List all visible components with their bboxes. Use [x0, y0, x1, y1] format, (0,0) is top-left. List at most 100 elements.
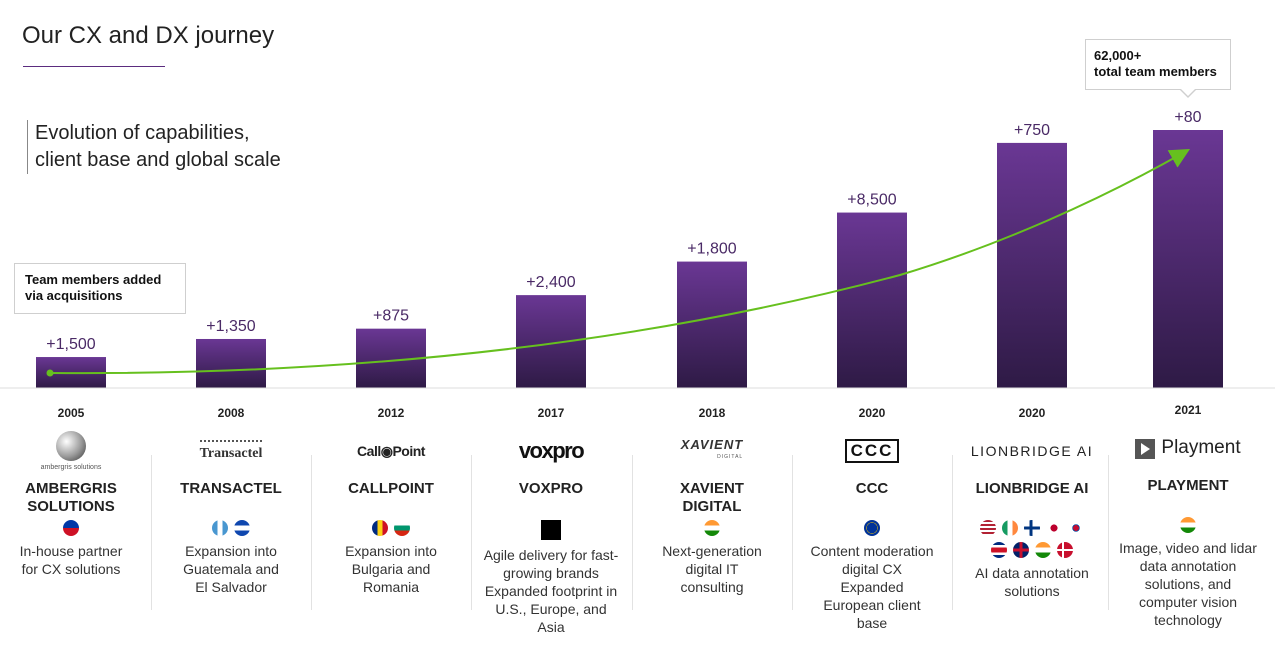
bar-2020-6: [997, 142, 1067, 388]
india-flag-icon: [704, 520, 720, 536]
acquisition-lionbridge-ai: 2020 LIONBRIDGE AI LIONBRIDGE AI AI data an…: [952, 404, 1112, 600]
acquisition-ccc: 2020 CCC CCC Content moderation digital CX Ex…: [792, 404, 952, 632]
country-flags: [1108, 517, 1268, 533]
description-line: U.S., Europe, and: [495, 601, 607, 617]
trend-start-dot: [46, 369, 54, 377]
logo-wordmark: CCC: [844, 439, 900, 463]
country-flags: [792, 520, 952, 536]
el-salvador-flag-icon: [234, 520, 250, 536]
description-line: digital IT: [685, 561, 739, 577]
acquisition-year: 2020: [1018, 406, 1046, 420]
bar-label-0: +1,500: [46, 336, 95, 353]
company-name-line-2: DIGITAL: [682, 498, 742, 515]
description-line: Romania: [362, 579, 420, 595]
acquisition-year: 2021: [1174, 403, 1202, 417]
country-flags: [151, 520, 311, 536]
bar-label-7: +80: [1174, 109, 1201, 126]
bar-2008-1: [196, 338, 266, 388]
acquisition-year: 2017: [537, 406, 565, 420]
bar-2018-4: [677, 261, 747, 388]
company-logo: Transactel: [151, 422, 311, 480]
country-flags: [0, 520, 151, 536]
title-underline: [23, 66, 165, 67]
description-line: El Salvador: [195, 579, 267, 595]
play-icon: [1135, 438, 1156, 459]
description-line: European client: [823, 597, 921, 613]
acquisition-playment: 2021 Playment PLAYMENT Image, video and lid…: [1108, 401, 1268, 629]
description-line: Expanded: [840, 579, 904, 595]
company-name-line-1: PLAYMENT: [1147, 477, 1229, 494]
description-line: AI data annotation: [975, 565, 1089, 581]
company-logo: voxpro: [471, 422, 631, 480]
finland-flag-icon: [1024, 520, 1040, 536]
acquisition-xavient: 2018 XAVIENT DIGITAL XAVIENT DIGITAL Next-gen…: [632, 404, 792, 596]
ireland-flag-icon: [1002, 520, 1018, 536]
ambergris-sphere-icon: [55, 431, 86, 461]
description-line: digital CX: [842, 561, 902, 577]
acquisition-description: Expansion into Bulgaria and Romania: [311, 542, 471, 596]
acquisitions-callout: Team members added via acquisitions: [14, 263, 186, 314]
description-line: Expanded footprint in: [484, 583, 618, 599]
description-line: for CX solutions: [21, 561, 121, 577]
bar-2020-5: [837, 212, 907, 388]
uk-flag-icon: [1013, 542, 1029, 558]
page-title: Our CX and DX journey: [22, 22, 275, 49]
subtitle: Evolution of capabilities, client base a…: [27, 120, 281, 174]
company-name: PLAYMENT: [1108, 477, 1268, 513]
usa-flag-icon: [980, 520, 996, 536]
bar-label-5: +8,500: [847, 192, 896, 209]
acquisition-year: 2020: [858, 406, 886, 420]
country-flags: [311, 520, 471, 536]
description-line: Image, video and lidar: [1119, 540, 1257, 556]
logo-wordmark: Call◉Point: [357, 442, 425, 459]
company-name-line-2: SOLUTIONS: [27, 498, 115, 515]
logo-subtext: ambergris solutions: [40, 464, 102, 471]
description-line: Agile delivery for fast-: [483, 547, 619, 563]
description-line: Asia: [537, 619, 565, 635]
description-line: solutions, and: [1144, 576, 1232, 592]
philippines-flag-icon: [63, 520, 79, 536]
bar-label-4: +1,800: [687, 241, 736, 258]
description-line: solutions: [1004, 583, 1060, 599]
column-separator: [952, 455, 953, 610]
description-line: technology: [1154, 612, 1222, 628]
romania-flag-icon: [372, 520, 388, 536]
bar-label-6: +750: [1014, 122, 1050, 139]
trend-arrow: [49, 149, 1190, 375]
column-separator: [1108, 455, 1109, 610]
acquisition-description: Content moderation digital CX Expanded Euro…: [792, 542, 952, 632]
description-line: Expansion into: [185, 543, 277, 559]
acquisition-voxpro: 2017 voxpro VOXPRO Agile delivery for fast-…: [471, 404, 631, 636]
logo-wordmark: LIONBRIDGE AI: [970, 443, 1094, 459]
description-line: Content moderation: [810, 543, 934, 559]
acquisition-description: AI data annotation solutions: [952, 564, 1112, 600]
total-team-count: 62,000+: [1094, 48, 1142, 63]
company-name: VOXPRO: [471, 480, 631, 516]
column-separator: [471, 455, 472, 610]
costa-rica-flag-icon: [991, 542, 1007, 558]
india-flag-icon: [1180, 517, 1196, 533]
column-separator: [311, 455, 312, 610]
subtitle-line-2: client base and global scale: [35, 149, 281, 171]
description-line: growing brands: [503, 565, 599, 581]
company-name-line-1: TRANSACTEL: [180, 480, 282, 497]
company-name: TRANSACTEL: [151, 480, 311, 516]
country-flags: [977, 520, 1087, 558]
guatemala-flag-icon: [212, 520, 228, 536]
column-separator: [792, 455, 793, 610]
company-name-line-1: XAVIENT: [680, 480, 744, 497]
column-separator: [632, 455, 633, 610]
company-name: AMBERGRIS SOLUTIONS: [0, 480, 151, 516]
japan-flag-icon: [1046, 520, 1062, 536]
india-flag-icon: [1035, 542, 1051, 558]
company-logo: XAVIENT DIGITAL: [632, 422, 792, 480]
acquisition-description: Next-generation digital IT consulting: [632, 542, 792, 596]
logo-wordmark: Playment: [1161, 437, 1241, 458]
acquisition-transactel: 2008 Transactel TRANSACTEL Expansion into Gu…: [151, 404, 311, 596]
company-logo: CCC: [792, 422, 952, 480]
logo-subtext: DIGITAL: [717, 454, 744, 460]
company-name-line-1: CCC: [855, 480, 889, 497]
acquisition-description: Agile delivery for fast-growing brands Ex…: [471, 546, 631, 636]
description-line: In-house partner: [19, 543, 123, 559]
column-separator: [151, 455, 152, 610]
